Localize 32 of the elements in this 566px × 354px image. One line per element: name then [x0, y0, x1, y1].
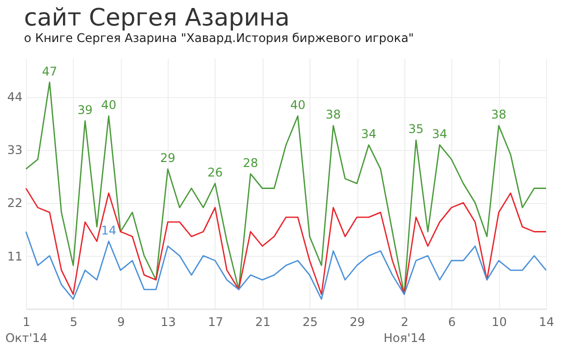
data-label: 28 [242, 156, 258, 170]
x-tick-label: 13 [160, 315, 176, 330]
data-label: 38 [326, 108, 341, 122]
data-label: 34 [361, 126, 376, 141]
data-label: 26 [207, 165, 223, 180]
x-tick-label: 17 [208, 315, 224, 330]
x-tick-label: 9 [117, 315, 125, 330]
x-tick-label: 6 [448, 315, 456, 330]
data-label: 34 [432, 126, 448, 141]
data-label: 40 [101, 98, 116, 112]
data-label: 39 [77, 102, 93, 117]
x-tick-label: 10 [492, 315, 507, 330]
chart-subtitle: о Книге Сергея Азарина "Хавард.История биржевого игрока" [24, 31, 414, 46]
y-tick-label: 44 [7, 90, 22, 104]
data-label: 35 [408, 122, 424, 136]
x-tick-label: 2 Ноя'14 [384, 315, 426, 346]
data-label: 14 [101, 223, 116, 238]
x-tick-label: 21 [255, 315, 270, 330]
data-label: 47 [42, 64, 58, 78]
line-series [25, 188, 547, 295]
x-tick-label: 25 [302, 315, 318, 330]
data-label: 38 [491, 108, 506, 122]
y-tick-label: 22 [7, 196, 22, 210]
y-tick-label: 33 [7, 143, 22, 158]
x-tick-label: 5 [70, 315, 78, 330]
chart-title: сайт Сергея Азарина [24, 3, 290, 32]
data-label: 29 [160, 151, 176, 166]
x-tick-label: 29 [350, 315, 366, 330]
x-tick-label: 14 [538, 315, 554, 330]
x-tick-label: 1 Окт'14 [5, 315, 48, 346]
y-tick-label: 11 [7, 249, 22, 264]
data-label: 40 [290, 98, 306, 112]
